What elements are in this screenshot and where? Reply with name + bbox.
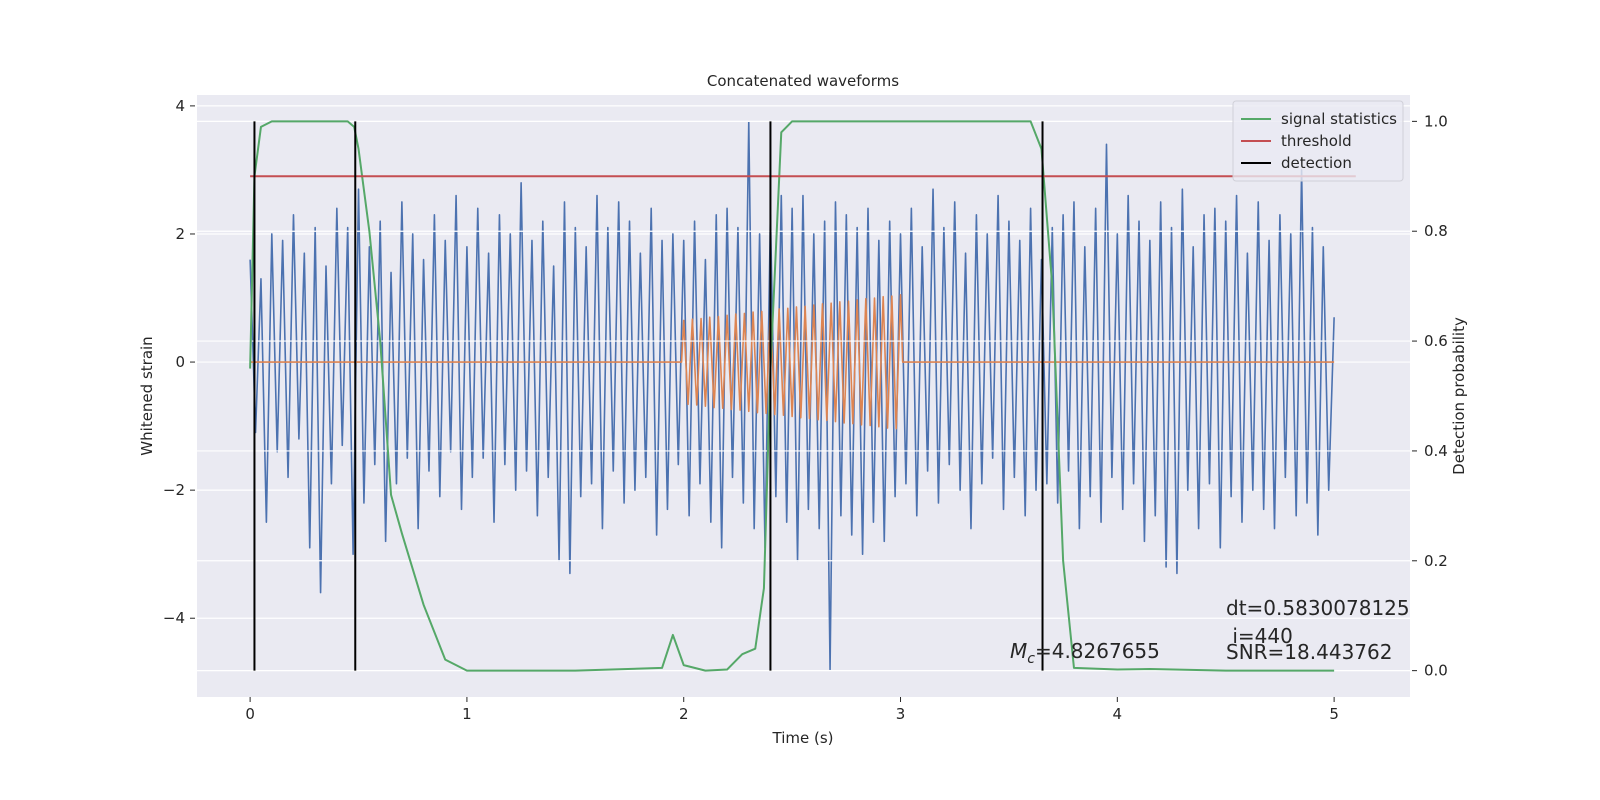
y-tick-label: 0 <box>175 353 185 371</box>
series-line <box>250 294 1335 430</box>
legend-box <box>1232 100 1404 182</box>
annotation: Mc=4.8267655 <box>1010 639 1160 667</box>
annotation-text: =4.8267655 <box>1035 639 1160 663</box>
x-tick-label: 4 <box>1113 705 1123 723</box>
x-tick-label: 5 <box>1329 705 1339 723</box>
y-tick-label: −2 <box>163 481 185 499</box>
grid-y2 <box>197 120 1410 672</box>
y-tick-label: 4 <box>175 97 185 115</box>
annotation-text: SNR=18.443762 <box>1226 640 1392 664</box>
annotation-symbol: M <box>1010 639 1027 663</box>
x-tick-label: 0 <box>245 705 255 723</box>
y-axis-label: Whitened strain <box>138 336 156 455</box>
x-axis-label: Time (s) <box>772 729 834 747</box>
y2-tick-label: 0.6 <box>1424 332 1448 350</box>
axes: 0 1 2 3 4 5 −4 −2 0 2 4 0.0 0.2 0.4 0.6 0.8 1.0 <box>163 97 1448 723</box>
data-layer-y2 <box>249 120 1356 672</box>
x-tick-label: 3 <box>896 705 906 723</box>
annotation-text: i=440 <box>1226 624 1293 648</box>
y2-tick-label: 1.0 <box>1424 112 1448 130</box>
legend-label: threshold <box>1281 132 1352 150</box>
legend-label: signal statistics <box>1281 110 1397 128</box>
x-tick-label: 1 <box>462 705 472 723</box>
y2-axis-label: Detection probability <box>1450 317 1468 475</box>
legend: signal statistics threshold detection <box>1232 100 1404 182</box>
y2-tick-label: 0.2 <box>1424 552 1448 570</box>
x-tick-label: 2 <box>679 705 689 723</box>
annotation: dt=0.5830078125 <box>1226 596 1410 620</box>
y2-tick-label: 0.8 <box>1424 222 1448 240</box>
y2-tick-label: 0.0 <box>1424 662 1448 680</box>
annotation: i=440 <box>1226 624 1293 648</box>
annotation: SNR=18.443762 <box>1226 640 1392 664</box>
series-line <box>249 121 1335 671</box>
y2-tick-label: 0.4 <box>1424 442 1448 460</box>
chart-title: Concatenated waveforms <box>707 72 899 90</box>
y-tick-label: 2 <box>175 225 185 243</box>
series-line <box>249 120 1335 672</box>
legend-label: detection <box>1281 154 1352 172</box>
y-tick-label: −4 <box>163 609 185 627</box>
data-layer <box>249 121 1335 671</box>
annotation-subscript: c <box>1027 651 1035 667</box>
annotations: Mc=4.8267655 dt=0.5830078125 i=440SNR=18.… <box>1010 596 1410 667</box>
annotation-text: dt=0.5830078125 <box>1226 596 1410 620</box>
